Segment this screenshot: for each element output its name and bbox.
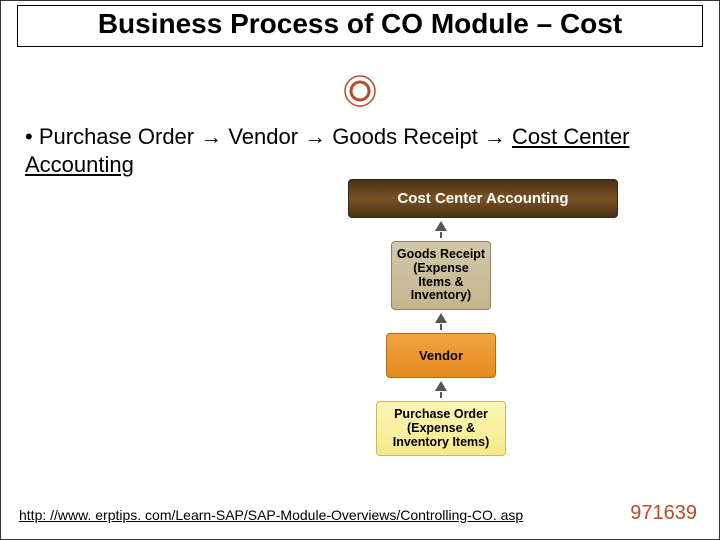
bullet-marker: • — [25, 124, 39, 149]
node-vendor: Vendor — [386, 333, 496, 378]
arrow-stem — [440, 324, 442, 330]
slide: Business Process of CO Module – Cost • P… — [0, 0, 720, 540]
arrow-stem — [440, 232, 442, 238]
title-box: Business Process of CO Module – Cost — [17, 5, 703, 47]
page-number: 971639 — [630, 502, 697, 525]
arrow-icon — [435, 381, 447, 391]
bullet-flow: Purchase Order → Vendor → Goods Receipt … — [39, 124, 512, 149]
slide-title: Business Process of CO Module – Cost — [18, 8, 702, 40]
ornament-icon — [343, 74, 377, 108]
footer-link[interactable]: http: //www. erptips. com/Learn-SAP/SAP-… — [19, 507, 523, 523]
arrow-stem — [440, 392, 442, 398]
bullet-text: • Purchase Order → Vendor → Goods Receip… — [25, 123, 699, 178]
node-cost-center: Cost Center Accounting — [348, 179, 618, 218]
arrow-icon — [435, 221, 447, 231]
node-goods-receipt: Goods Receipt (Expense Items & Inventory… — [391, 241, 491, 310]
node-purchase-order: Purchase Order (Expense & Inventory Item… — [376, 401, 506, 456]
arrow-icon — [435, 313, 447, 323]
flow-diagram: Cost Center Accounting Goods Receipt (Ex… — [301, 179, 581, 456]
